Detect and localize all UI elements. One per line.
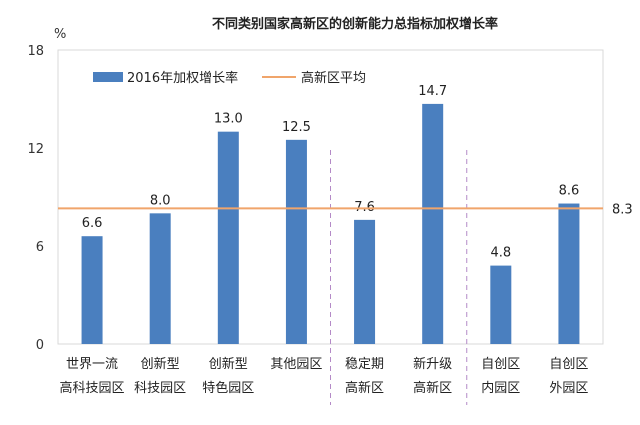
y-tick-label: 6 xyxy=(36,240,44,255)
bar-series: 6.6 8.0 13.0 12.5 7.6 14.7 4.8 8.6 xyxy=(81,84,580,345)
y-tick-label: 12 xyxy=(27,142,44,157)
category-label: 高科技园区 xyxy=(60,380,125,396)
category-label: 外园区 xyxy=(549,381,588,396)
category-label: 新升级 xyxy=(413,356,452,372)
bar-value-label: 8.0 xyxy=(150,193,171,208)
y-axis: 0 6 12 18 xyxy=(27,44,44,353)
category-label: 创新型 xyxy=(209,356,248,372)
bar xyxy=(217,131,239,344)
legend-label-average: 高新区平均 xyxy=(301,70,366,86)
category-label: 内园区 xyxy=(481,380,520,396)
category-label: 稳定期 xyxy=(345,356,384,372)
category-label: 世界一流 xyxy=(66,357,118,372)
y-axis-unit: % xyxy=(54,27,66,42)
average-value-label: 8.3 xyxy=(612,202,633,217)
category-label: 自创区 xyxy=(549,357,588,372)
bar-value-label: 4.8 xyxy=(490,246,511,261)
bar-value-label: 8.6 xyxy=(559,184,580,199)
y-tick-label: 0 xyxy=(36,338,44,353)
average-line-group: 8.3 xyxy=(58,202,633,217)
legend-swatch-bar xyxy=(93,72,123,82)
chart-title: 不同类别国家高新区的创新能力总指标加权增长率 xyxy=(212,16,498,32)
bar xyxy=(558,203,580,344)
bar xyxy=(354,219,376,344)
category-label: 自创区 xyxy=(481,357,520,372)
category-label: 高新区 xyxy=(413,380,452,396)
bar-value-label: 12.5 xyxy=(282,120,311,135)
bar xyxy=(490,265,512,344)
bar-value-label: 13.0 xyxy=(214,112,243,127)
legend-label-bar: 2016年加权增长率 xyxy=(127,70,238,86)
legend: 2016年加权增长率 高新区平均 xyxy=(93,70,366,86)
category-label: 特色园区 xyxy=(202,380,254,396)
category-label: 高新区 xyxy=(345,380,384,396)
bar-value-label: 6.6 xyxy=(82,216,103,231)
bar-value-label: 14.7 xyxy=(418,84,447,99)
bar xyxy=(285,139,307,344)
category-label: 创新型 xyxy=(141,356,180,372)
bar xyxy=(422,103,444,345)
category-label: 科技园区 xyxy=(134,381,186,396)
y-tick-label: 18 xyxy=(27,44,44,59)
category-label: 其他园区 xyxy=(270,357,322,372)
group-separators xyxy=(330,150,468,405)
bar-value-label: 7.6 xyxy=(354,200,375,215)
bar xyxy=(81,236,103,344)
bar xyxy=(149,213,171,344)
